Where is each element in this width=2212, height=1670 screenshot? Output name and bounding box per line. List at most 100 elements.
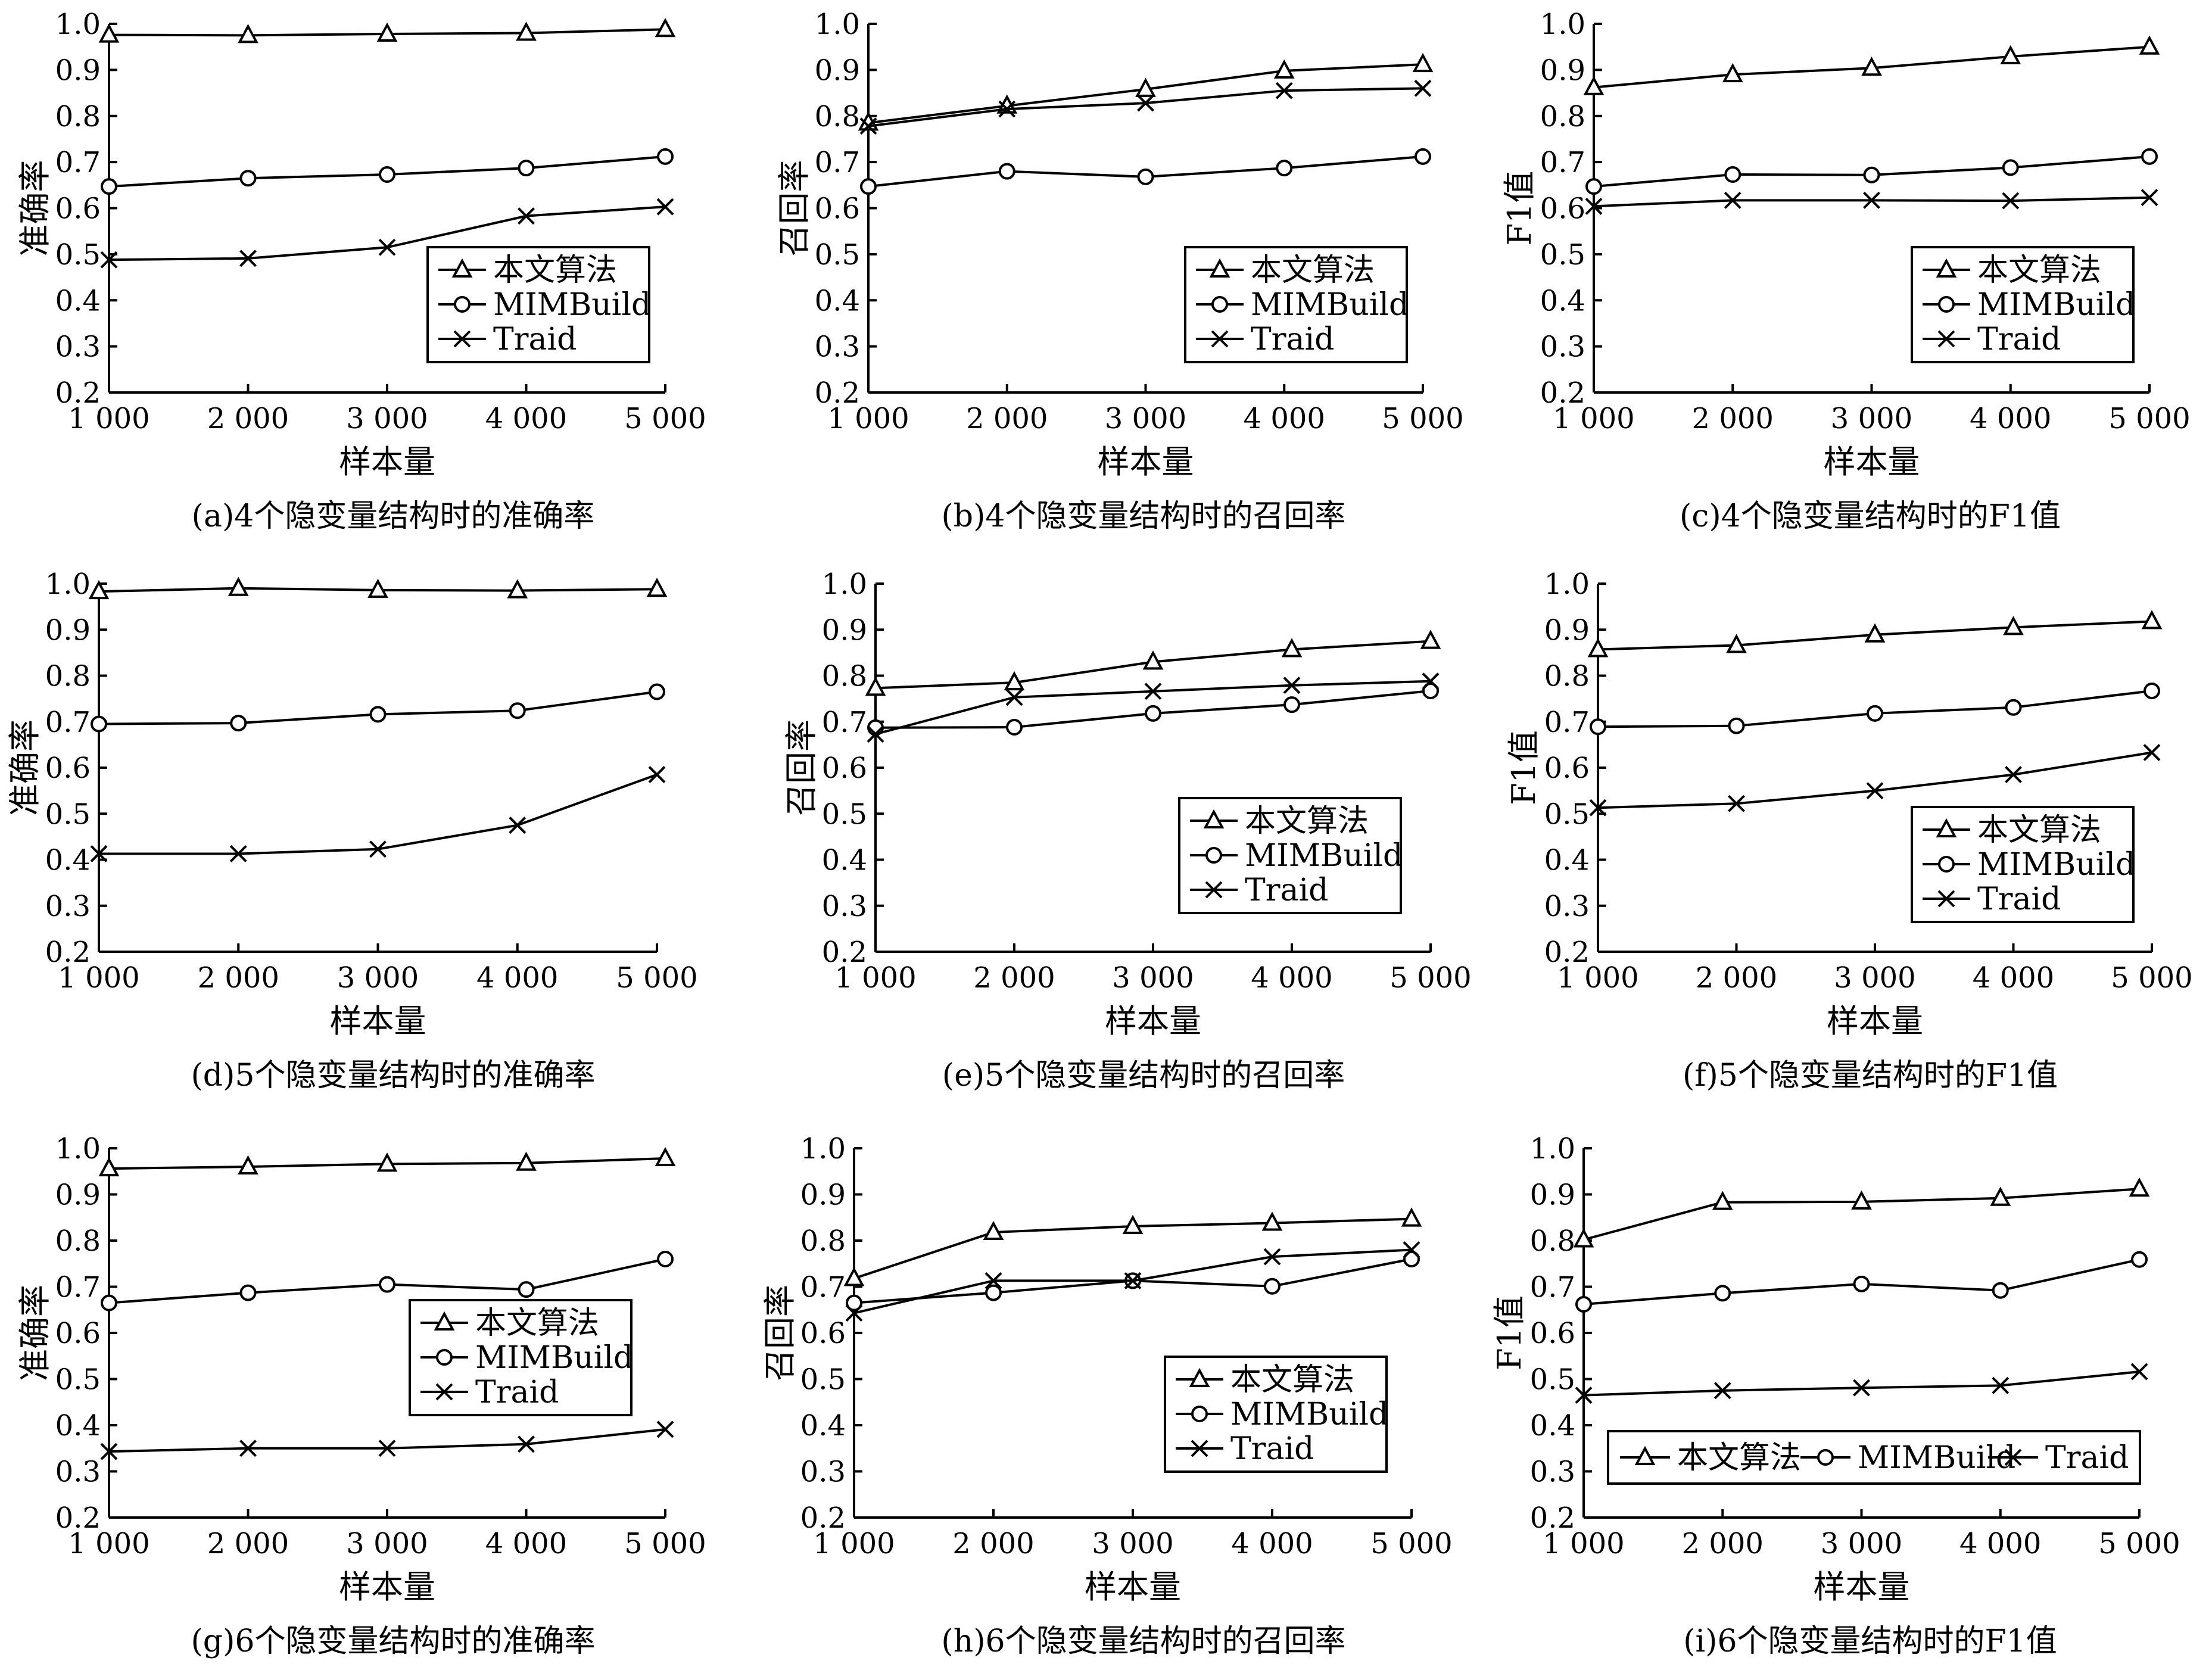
data-point-circle [101,1294,117,1311]
y-tick-label: 1.0 [55,8,101,41]
legend-label: 本文算法 [1977,812,2101,848]
x-tick-label: 5 000 [2111,961,2192,995]
data-point-triangle [1861,57,1882,76]
legend-label: MIMBuild [1230,1397,1388,1432]
data-point-circle [239,1284,257,1301]
y-tick-label: 1.0 [1540,8,1585,41]
x-tick-label: 4 000 [1959,1527,2041,1560]
x-tick-label: 3 000 [1112,961,1194,995]
x-axis-title: 样本量 [1827,1002,1923,1040]
data-point-triangle [1412,52,1434,73]
x-axis-title: 样本量 [1105,1002,1201,1040]
y-tick-label: 0.5 [800,1363,846,1397]
legend-marker-circle [1938,856,1955,873]
y-axis-title: 召回率 [783,719,820,816]
data-point-circle [91,715,107,733]
x-tick-label: 2 000 [1682,1527,1764,1560]
data-point-circle [1728,717,1745,734]
data-point-triangle [1122,1214,1144,1234]
data-point-cross [867,725,884,743]
y-tick-label: 0.6 [815,192,860,226]
panel-caption: (d)5个隐变量结构时的准确率 [191,1058,596,1093]
legend-marker-circle [436,1349,453,1366]
data-point-triangle [1573,1228,1594,1248]
legend-marker-cross [1205,881,1223,899]
data-point-triangle [238,1155,258,1174]
data-point-cross [656,198,674,216]
x-tick-label: 3 000 [1831,402,1912,435]
y-axis-title: 准确率 [16,160,54,257]
y-tick-label: 0.8 [1530,1225,1575,1258]
x-tick-label: 2 000 [1696,961,1777,995]
y-tick-label: 0.2 [800,1501,846,1535]
data-point-cross [859,117,877,135]
y-tick-label: 0.8 [55,1225,101,1258]
data-point-cross [1263,1248,1281,1266]
data-point-cross [100,1442,118,1460]
data-point-circle [1590,718,1606,736]
legend-marker-circle [1205,847,1222,864]
y-tick-label: 0.9 [1544,613,1590,647]
x-tick-label: 5 000 [1389,961,1471,995]
data-point-circle [369,706,387,723]
legend-label: 本文算法 [1245,803,1369,839]
legend-marker-cross [1211,330,1229,348]
data-point-triangle [2139,35,2160,55]
legend-label: MIMBuild [475,1340,633,1376]
legend-marker-triangle [1189,1367,1210,1387]
x-axis-title: 样本量 [1824,443,1920,481]
data-point-circle [1724,166,1741,183]
data-point-cross [239,1440,257,1457]
y-tick-label: 0.9 [45,613,91,647]
x-tick-label: 5 000 [2108,402,2190,435]
data-point-cross [1124,1272,1142,1289]
data-point-cross [378,1440,396,1457]
legend-marker-triangle [1203,809,1225,828]
data-point-triangle [2141,610,2163,630]
legend-marker-circle [1191,1406,1208,1422]
data-point-cross [1422,672,1440,690]
data-point-circle [1867,705,1883,722]
data-point-triangle [865,677,886,696]
y-axis-title: F1值 [1501,171,1538,246]
x-tick-label: 2 000 [207,402,289,435]
data-point-cross [518,1435,535,1453]
legend-marker-triangle [1936,258,1957,278]
x-tick-label: 3 000 [1821,1527,1902,1560]
legend-label: Traid [2045,1440,2129,1476]
data-point-triangle [238,24,258,43]
legend-marker-circle [1211,296,1228,313]
data-point-cross [2143,744,2161,761]
data-point-circle [2005,699,2022,716]
y-tick-label: 0.5 [1540,238,1585,272]
legend-label: 本文算法 [493,253,617,288]
data-point-cross [1863,191,1880,209]
legend-label: Traid [1977,322,2061,357]
legend-marker-cross [1937,330,1955,348]
y-tick-label: 0.6 [1540,192,1585,226]
legend-marker-circle [454,296,471,313]
data-point-triangle [88,579,110,600]
data-point-circle [101,178,117,195]
y-tick-label: 0.7 [55,146,101,179]
data-point-cross [2130,1363,2148,1381]
panel-caption: (i)6个隐变量结构时的F1值 [1683,1624,2057,1659]
data-point-circle [1006,719,1023,736]
x-tick-label: 3 000 [1092,1527,1173,1560]
y-tick-label: 1.0 [55,1132,101,1166]
x-tick-label: 4 000 [1244,402,1325,435]
x-tick-label: 1 000 [68,402,149,435]
data-point-circle [1714,1285,1731,1302]
x-tick-label: 1 000 [813,1527,895,1560]
y-axis-title: F1值 [1491,1295,1528,1370]
y-tick-label: 0.6 [822,752,867,785]
data-point-cross [656,1420,674,1438]
data-point-circle [657,148,674,165]
y-tick-label: 0.9 [1530,1179,1575,1212]
x-tick-label: 2 000 [952,1527,1034,1560]
data-point-triangle [646,578,668,597]
